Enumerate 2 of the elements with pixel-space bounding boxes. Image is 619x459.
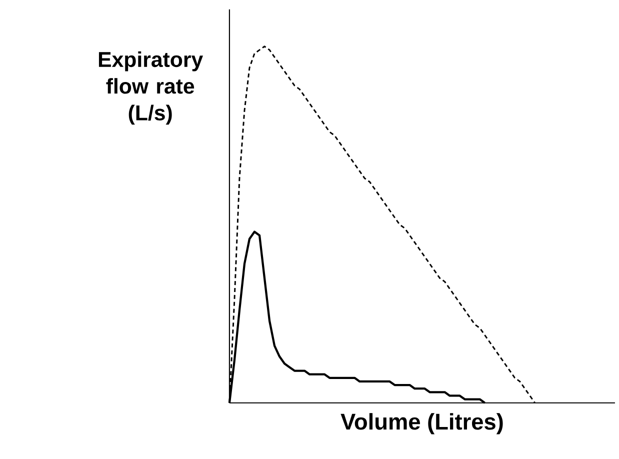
y-axis-title: Expiratory flow rate (L/s) [98,51,204,125]
x-axis-title: Volume (Litres) [340,413,503,434]
